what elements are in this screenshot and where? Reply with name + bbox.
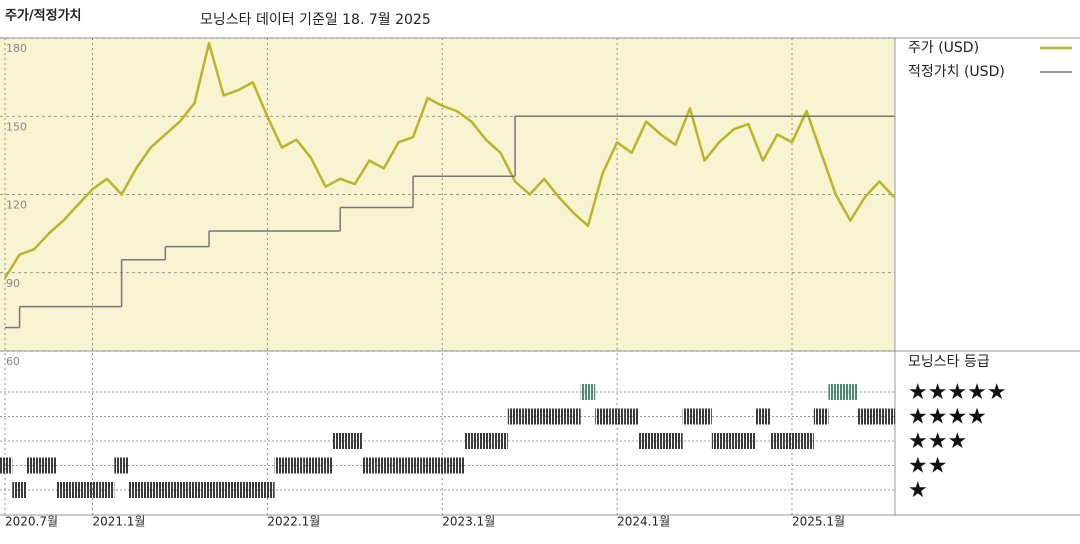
rating-bar <box>493 433 508 449</box>
rating-bar <box>638 433 654 449</box>
rating-bar <box>566 408 581 425</box>
rating-bar <box>464 433 479 449</box>
rating-bar <box>216 482 231 498</box>
rating-bar <box>420 457 435 474</box>
rating-bar <box>362 457 377 474</box>
rating-bar <box>478 433 494 449</box>
rating-bar <box>201 482 217 498</box>
legend-label: 주가 (USD) <box>908 40 979 56</box>
rating-level-label: ★★★★ <box>908 405 987 430</box>
x-tick-label: 2022.1월 <box>267 515 320 529</box>
rating-bar <box>609 408 625 425</box>
rating-bar <box>711 433 727 449</box>
x-tick-label: 2024.1월 <box>617 515 670 529</box>
y-tick-label: 60 <box>6 355 20 368</box>
rating-bar <box>289 457 304 474</box>
rating-bar <box>114 457 129 474</box>
chart-title: 주가/적정가치 <box>5 8 82 24</box>
rating-bar <box>318 457 333 474</box>
rating-bar <box>872 408 887 425</box>
rating-level-label: ★★★ <box>908 429 967 454</box>
rating-bar <box>172 482 188 498</box>
legend-label: 적정가치 (USD) <box>908 64 1005 80</box>
rating-bar <box>347 433 363 449</box>
rating-bar <box>726 433 741 449</box>
rating-bar <box>755 408 771 425</box>
rating-bar <box>580 384 596 400</box>
rating-bar <box>70 482 86 498</box>
rating-bar <box>41 457 57 474</box>
rating-bar <box>799 433 814 449</box>
rating-bar <box>85 482 100 498</box>
rating-bar <box>697 408 712 425</box>
rating-bar <box>434 457 450 474</box>
rating-bar <box>784 433 800 449</box>
rating-bar <box>536 408 552 425</box>
y-tick-label: 90 <box>6 277 20 290</box>
rating-bar <box>391 457 406 474</box>
rating-bar <box>449 457 465 474</box>
y-tick-label: 120 <box>6 199 27 212</box>
rating-level-label: ★★★★★ <box>908 380 1007 405</box>
rating-bar <box>842 384 858 400</box>
rating-bar <box>26 457 42 474</box>
rating-bar <box>260 482 275 498</box>
rating-title: 모닝스타 등급 <box>908 354 990 370</box>
rating-level-label: ★ <box>908 478 928 503</box>
rating-bar <box>653 433 669 449</box>
rating-bar <box>770 433 785 449</box>
x-tick-label: 2025.1월 <box>792 515 845 529</box>
rating-bar <box>12 482 27 498</box>
rating-bar <box>376 457 392 474</box>
rating-bar <box>624 408 639 425</box>
y-tick-label: 150 <box>6 120 27 133</box>
rating-bar <box>303 457 319 474</box>
rating-bar <box>522 408 537 425</box>
rating-bar <box>828 384 843 400</box>
rating-bar <box>668 433 683 449</box>
rating-bar <box>595 408 610 425</box>
rating-bar <box>56 482 71 498</box>
rating-bar <box>99 482 115 498</box>
y-tick-label: 180 <box>6 42 27 55</box>
rating-bar <box>230 482 246 498</box>
rating-bar <box>187 482 202 498</box>
rating-bar <box>332 433 348 449</box>
price-line <box>3 41 895 279</box>
rating-marks <box>0 384 895 498</box>
rating-bar <box>158 482 173 498</box>
rating-bar <box>143 482 159 498</box>
rating-bar <box>551 408 567 425</box>
rating-bar <box>682 408 698 425</box>
rating-bar <box>245 482 261 498</box>
x-tick-label: 2021.1월 <box>92 515 145 529</box>
x-tick-label: 2023.1월 <box>442 515 495 529</box>
rating-bar <box>274 457 290 474</box>
rating-bar <box>507 408 523 425</box>
rating-bar <box>886 408 895 425</box>
rating-bar <box>128 482 144 498</box>
chart-subtitle: 모닝스타 데이터 기준일 18. 7월 2025 <box>200 12 431 28</box>
rating-bar <box>740 433 756 449</box>
rating-level-label: ★★ <box>908 454 947 479</box>
rating-bar <box>813 408 829 425</box>
x-tick-label: 2020.7월 <box>5 515 58 529</box>
rating-bar <box>0 457 13 474</box>
rating-bar <box>857 408 873 425</box>
rating-bar <box>405 457 421 474</box>
